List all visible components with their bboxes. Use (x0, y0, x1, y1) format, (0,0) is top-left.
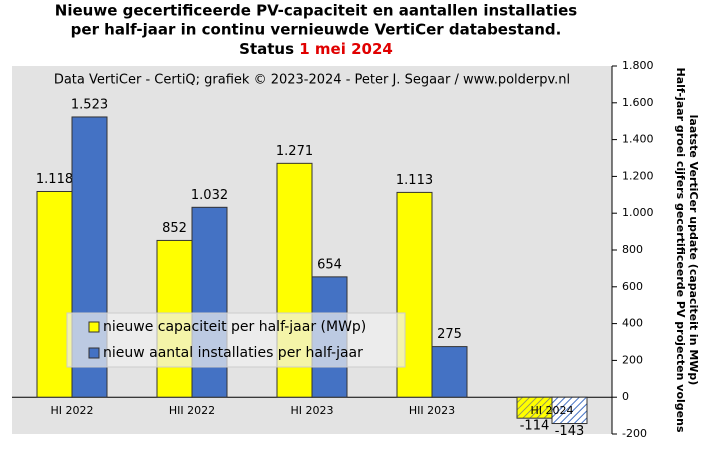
y-axis-title: Half-jaar groei cijfers gecertificeerde … (674, 67, 687, 432)
data-label: -114 (520, 419, 550, 434)
y-tick-label: 0 (622, 390, 629, 403)
y-tick-label: 200 (622, 353, 643, 366)
bar (36, 190, 73, 398)
chart-subtitle: Status 1 mei 2024 (239, 40, 393, 58)
x-tick-label: HII 2023 (409, 404, 455, 417)
legend-label: nieuwe capaciteit per half-jaar (MWp) (103, 319, 366, 335)
data-label: 1.523 (71, 97, 108, 112)
y-tick-label: 1.600 (622, 96, 654, 109)
data-label: 1.271 (276, 144, 313, 159)
bar (431, 346, 468, 398)
y-tick-label: 400 (622, 317, 643, 330)
y-tick-label: -200 (622, 427, 647, 440)
chart-title: Nieuwe gecertificeerde PV-capaciteit en … (55, 2, 577, 20)
data-label: 1.118 (36, 172, 73, 187)
bar (551, 396, 588, 425)
x-tick-label: HI 2024 (530, 404, 573, 417)
data-label: 852 (162, 221, 187, 236)
y-tick-label: 1.800 (622, 59, 654, 72)
y-tick-label: 800 (622, 243, 643, 256)
annotation: Data VertiCer - CertiQ; grafiek © 2023-2… (54, 73, 570, 88)
data-label: -143 (555, 424, 585, 439)
status-label: Status (239, 40, 294, 58)
data-label: 275 (437, 327, 462, 342)
x-tick-label: HI 2023 (290, 404, 333, 417)
y-axis-title: laatste VertiCer update (capaciteit in M… (687, 115, 700, 386)
legend-swatch (88, 347, 100, 359)
bar (191, 206, 228, 398)
y-tick-label: 1.400 (622, 133, 654, 146)
x-tick-label: HII 2022 (169, 404, 215, 417)
legend-swatch (88, 321, 100, 333)
y-tick-label: 600 (622, 280, 643, 293)
y-tick-label: 1.200 (622, 169, 654, 182)
legend-box (66, 312, 406, 368)
status-date: 1 mei 2024 (299, 40, 393, 58)
x-tick-label: HI 2022 (50, 404, 93, 417)
data-label: 654 (317, 257, 342, 272)
y-tick-label: 1.000 (622, 206, 654, 219)
legend-label: nieuw aantal installaties per half-jaar (103, 345, 363, 361)
chart-title: per half-jaar in continu vernieuwde Vert… (71, 21, 562, 39)
data-label: 1.113 (396, 173, 433, 188)
data-label: 1.032 (191, 188, 228, 203)
